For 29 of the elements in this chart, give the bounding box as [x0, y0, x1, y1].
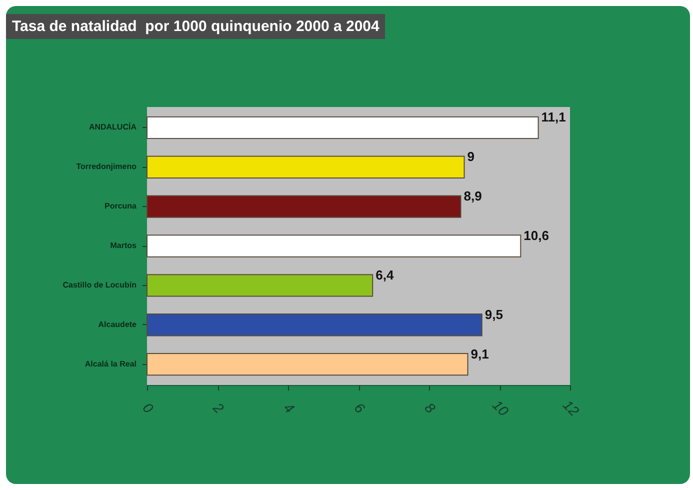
- bar: [146, 274, 374, 297]
- bar: [146, 234, 522, 258]
- data-label: 10,6: [524, 228, 549, 243]
- bar: [146, 116, 539, 140]
- data-label: 8,9: [464, 188, 482, 204]
- data-label: 11,1: [541, 110, 566, 125]
- data-label: 6,4: [376, 267, 394, 282]
- y-tick-label: ANDALUCÍA: [88, 122, 137, 132]
- y-tick-label: Torredonjimeno: [76, 162, 137, 172]
- x-tick-label: 8: [422, 399, 439, 416]
- x-tick-label: 12: [560, 396, 583, 420]
- y-tick-label: Alcaudete: [98, 320, 138, 329]
- bar: [146, 156, 465, 178]
- x-tick-label: 2: [210, 398, 228, 416]
- x-tick-label: 10: [490, 396, 512, 420]
- bar: [146, 314, 482, 336]
- x-tick-label: 6: [351, 399, 368, 416]
- data-label: 9: [467, 149, 474, 164]
- y-tick-label: Porcuna: [104, 202, 138, 211]
- y-tick-label: Martos: [110, 241, 138, 250]
- data-label: 9,5: [484, 306, 503, 322]
- data-label: 9,1: [470, 346, 489, 362]
- bar: [146, 195, 462, 218]
- y-tick-label: Castillo de Locubín: [62, 280, 137, 290]
- y-tick-label: Alcalá la Real: [84, 359, 136, 368]
- bar: [146, 352, 468, 376]
- chart-title: Tasa de natalidad por 1000 quinquenio 2000 a 2004: [6, 14, 386, 39]
- x-tick-label: 0: [140, 399, 157, 416]
- x-tick-label: 4: [280, 399, 298, 416]
